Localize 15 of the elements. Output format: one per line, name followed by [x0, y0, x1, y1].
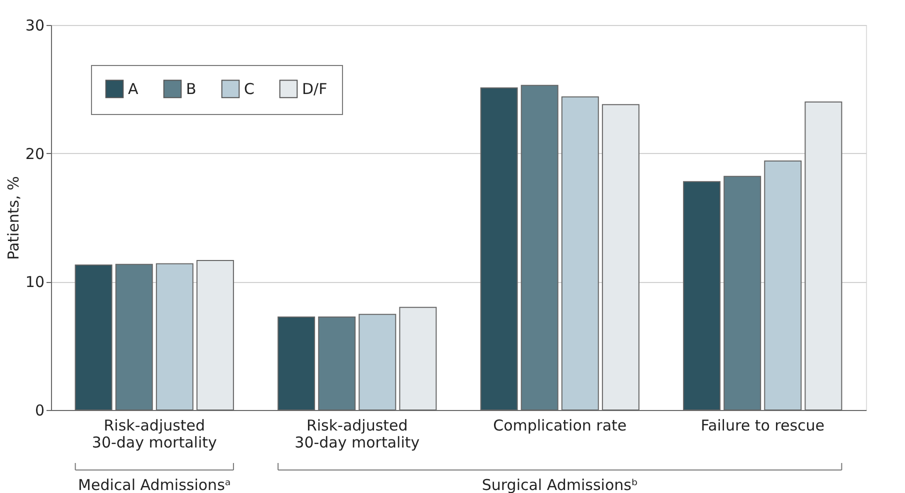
y-axis-title: Patients, % [4, 176, 22, 260]
x-tick-label: Failure to rescue [700, 416, 825, 434]
legend-label: B [186, 80, 196, 98]
x-tick-label: Risk-adjusted 30-day mortality [92, 416, 218, 452]
y-tick-label: 20 [25, 144, 44, 163]
y-tick-label: 30 [25, 16, 44, 34]
legend-label: A [128, 80, 139, 98]
x-tick-label: Complication rate [493, 416, 627, 434]
text: Surgical Admissionsᵇ [482, 476, 638, 493]
y-tick-label: 0 [34, 402, 44, 420]
legend-label: D/F [302, 80, 328, 98]
y-tick-label: 10 [25, 273, 44, 292]
x-tick-label: Risk-adjusted 30-day mortality [294, 416, 420, 452]
legend-label: C [244, 80, 254, 98]
text: Medical Admissionsᵃ [78, 476, 231, 493]
